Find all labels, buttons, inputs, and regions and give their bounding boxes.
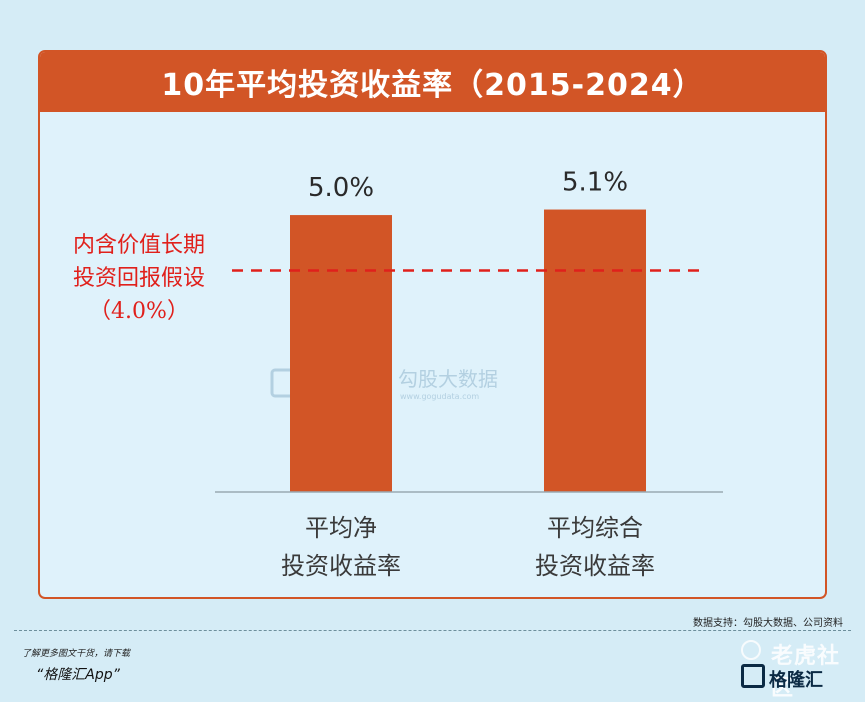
chart-title: 10年平均投资收益率（2015-2024） (161, 68, 704, 103)
corner-logo-text: 格隆汇 (769, 670, 823, 691)
bar-value-label-1: 5.0% (308, 173, 374, 203)
category-label-1-1: 平均净 (305, 514, 377, 542)
at-icon (741, 640, 761, 660)
category-label-1-2: 投资收益率 (281, 552, 401, 580)
bar-1 (290, 215, 392, 493)
data-source: 数据支持：勾股大数据、公司资料 (693, 618, 843, 629)
category-label-2-2: 投资收益率 (535, 552, 655, 580)
footer-note: 了解更多图文干货，请下载 (22, 649, 131, 659)
bar-2 (544, 209, 646, 493)
gelonghui-logo-icon (741, 664, 765, 688)
watermark-url: www.gogudata.com (400, 392, 479, 401)
footer-divider (14, 630, 851, 631)
footer-app-name: “格隆汇App” (36, 667, 120, 683)
chart-card: 10年平均投资收益率（2015-2024） 格隆汇勾股大数据www.goguda… (38, 50, 827, 599)
reference-label-line-3: （4.0%） (89, 299, 189, 324)
watermark-right: 勾股大数据 (398, 367, 498, 391)
corner-watermark: 老虎社区 格隆汇 (741, 634, 851, 701)
category-label-2-1: 平均综合 (547, 514, 643, 542)
reference-label-line-1: 内含价值长期 (73, 233, 205, 258)
chart-header: 10年平均投资收益率（2015-2024） (40, 52, 825, 112)
corner-watermark-text: 老虎社区 (771, 644, 841, 701)
reference-label-line-2: 投资回报假设 (73, 266, 205, 291)
bar-chart: 格隆汇勾股大数据www.gogudata.com5.0%5.1%内含价值长期投资… (73, 168, 723, 580)
bar-value-label-2: 5.1% (562, 168, 628, 198)
